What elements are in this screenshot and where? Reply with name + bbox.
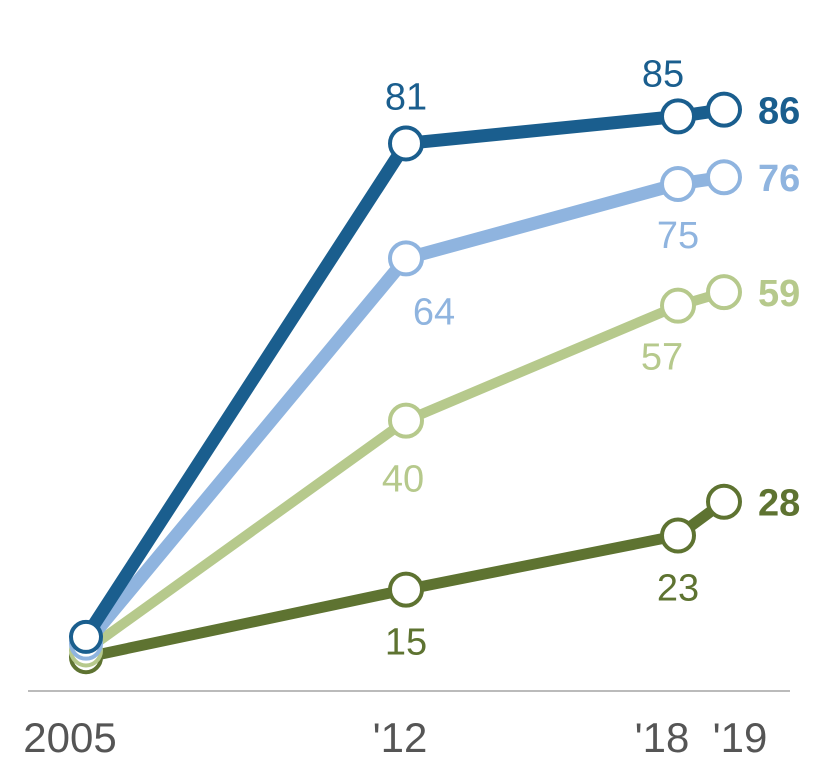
data-point-s3-3 [660, 287, 696, 324]
series-line-3 [81, 287, 729, 656]
x-tick-label-2: '12 [373, 714, 428, 757]
x-tick-label-3: '18 [635, 714, 690, 757]
series-line-1 [79, 103, 731, 644]
value-label-s2-3: 75 [657, 215, 699, 257]
value-label-s3-3: 57 [641, 337, 683, 379]
data-point-s4-4 [706, 483, 742, 520]
data-point-s2-2 [388, 240, 424, 277]
value-label-s1-2: 81 [385, 76, 427, 118]
data-point-s1-4 [706, 91, 742, 128]
data-point-s3-2 [388, 402, 424, 439]
value-label-s2-4: 76 [758, 158, 800, 200]
value-label-s2-2: 64 [413, 291, 455, 333]
value-label-s4-3: 23 [657, 568, 699, 610]
data-point-s4-3 [660, 517, 696, 554]
series-points [69, 91, 742, 675]
series-line-2 [79, 170, 731, 651]
data-point-s2-4 [706, 159, 742, 196]
data-point-s4-2 [388, 571, 424, 608]
data-point-s2-3 [660, 166, 696, 202]
value-label-s3-4: 59 [758, 273, 800, 315]
data-point-s1-3 [660, 98, 696, 135]
value-label-s4-4: 28 [758, 483, 800, 525]
data-point-s1-2 [388, 125, 424, 162]
value-label-s1-3: 85 [642, 53, 684, 95]
value-label-s3-2: 40 [382, 459, 424, 501]
value-labels: 15 23 28 40 57 59 64 75 76 81 85 86 [382, 53, 800, 663]
data-point-s3-4 [706, 274, 742, 311]
x-tick-label-4: '19 [713, 714, 768, 757]
series-lines [79, 103, 731, 663]
value-label-s1-4: 86 [758, 91, 800, 133]
value-label-s4-2: 15 [385, 622, 427, 664]
series-line-4 [80, 496, 730, 663]
x-tick-label-1: 2005 [23, 714, 116, 757]
data-point-s1-1 [69, 619, 103, 654]
x-tick-labels: 2005 '12 '18 '19 [23, 714, 767, 757]
